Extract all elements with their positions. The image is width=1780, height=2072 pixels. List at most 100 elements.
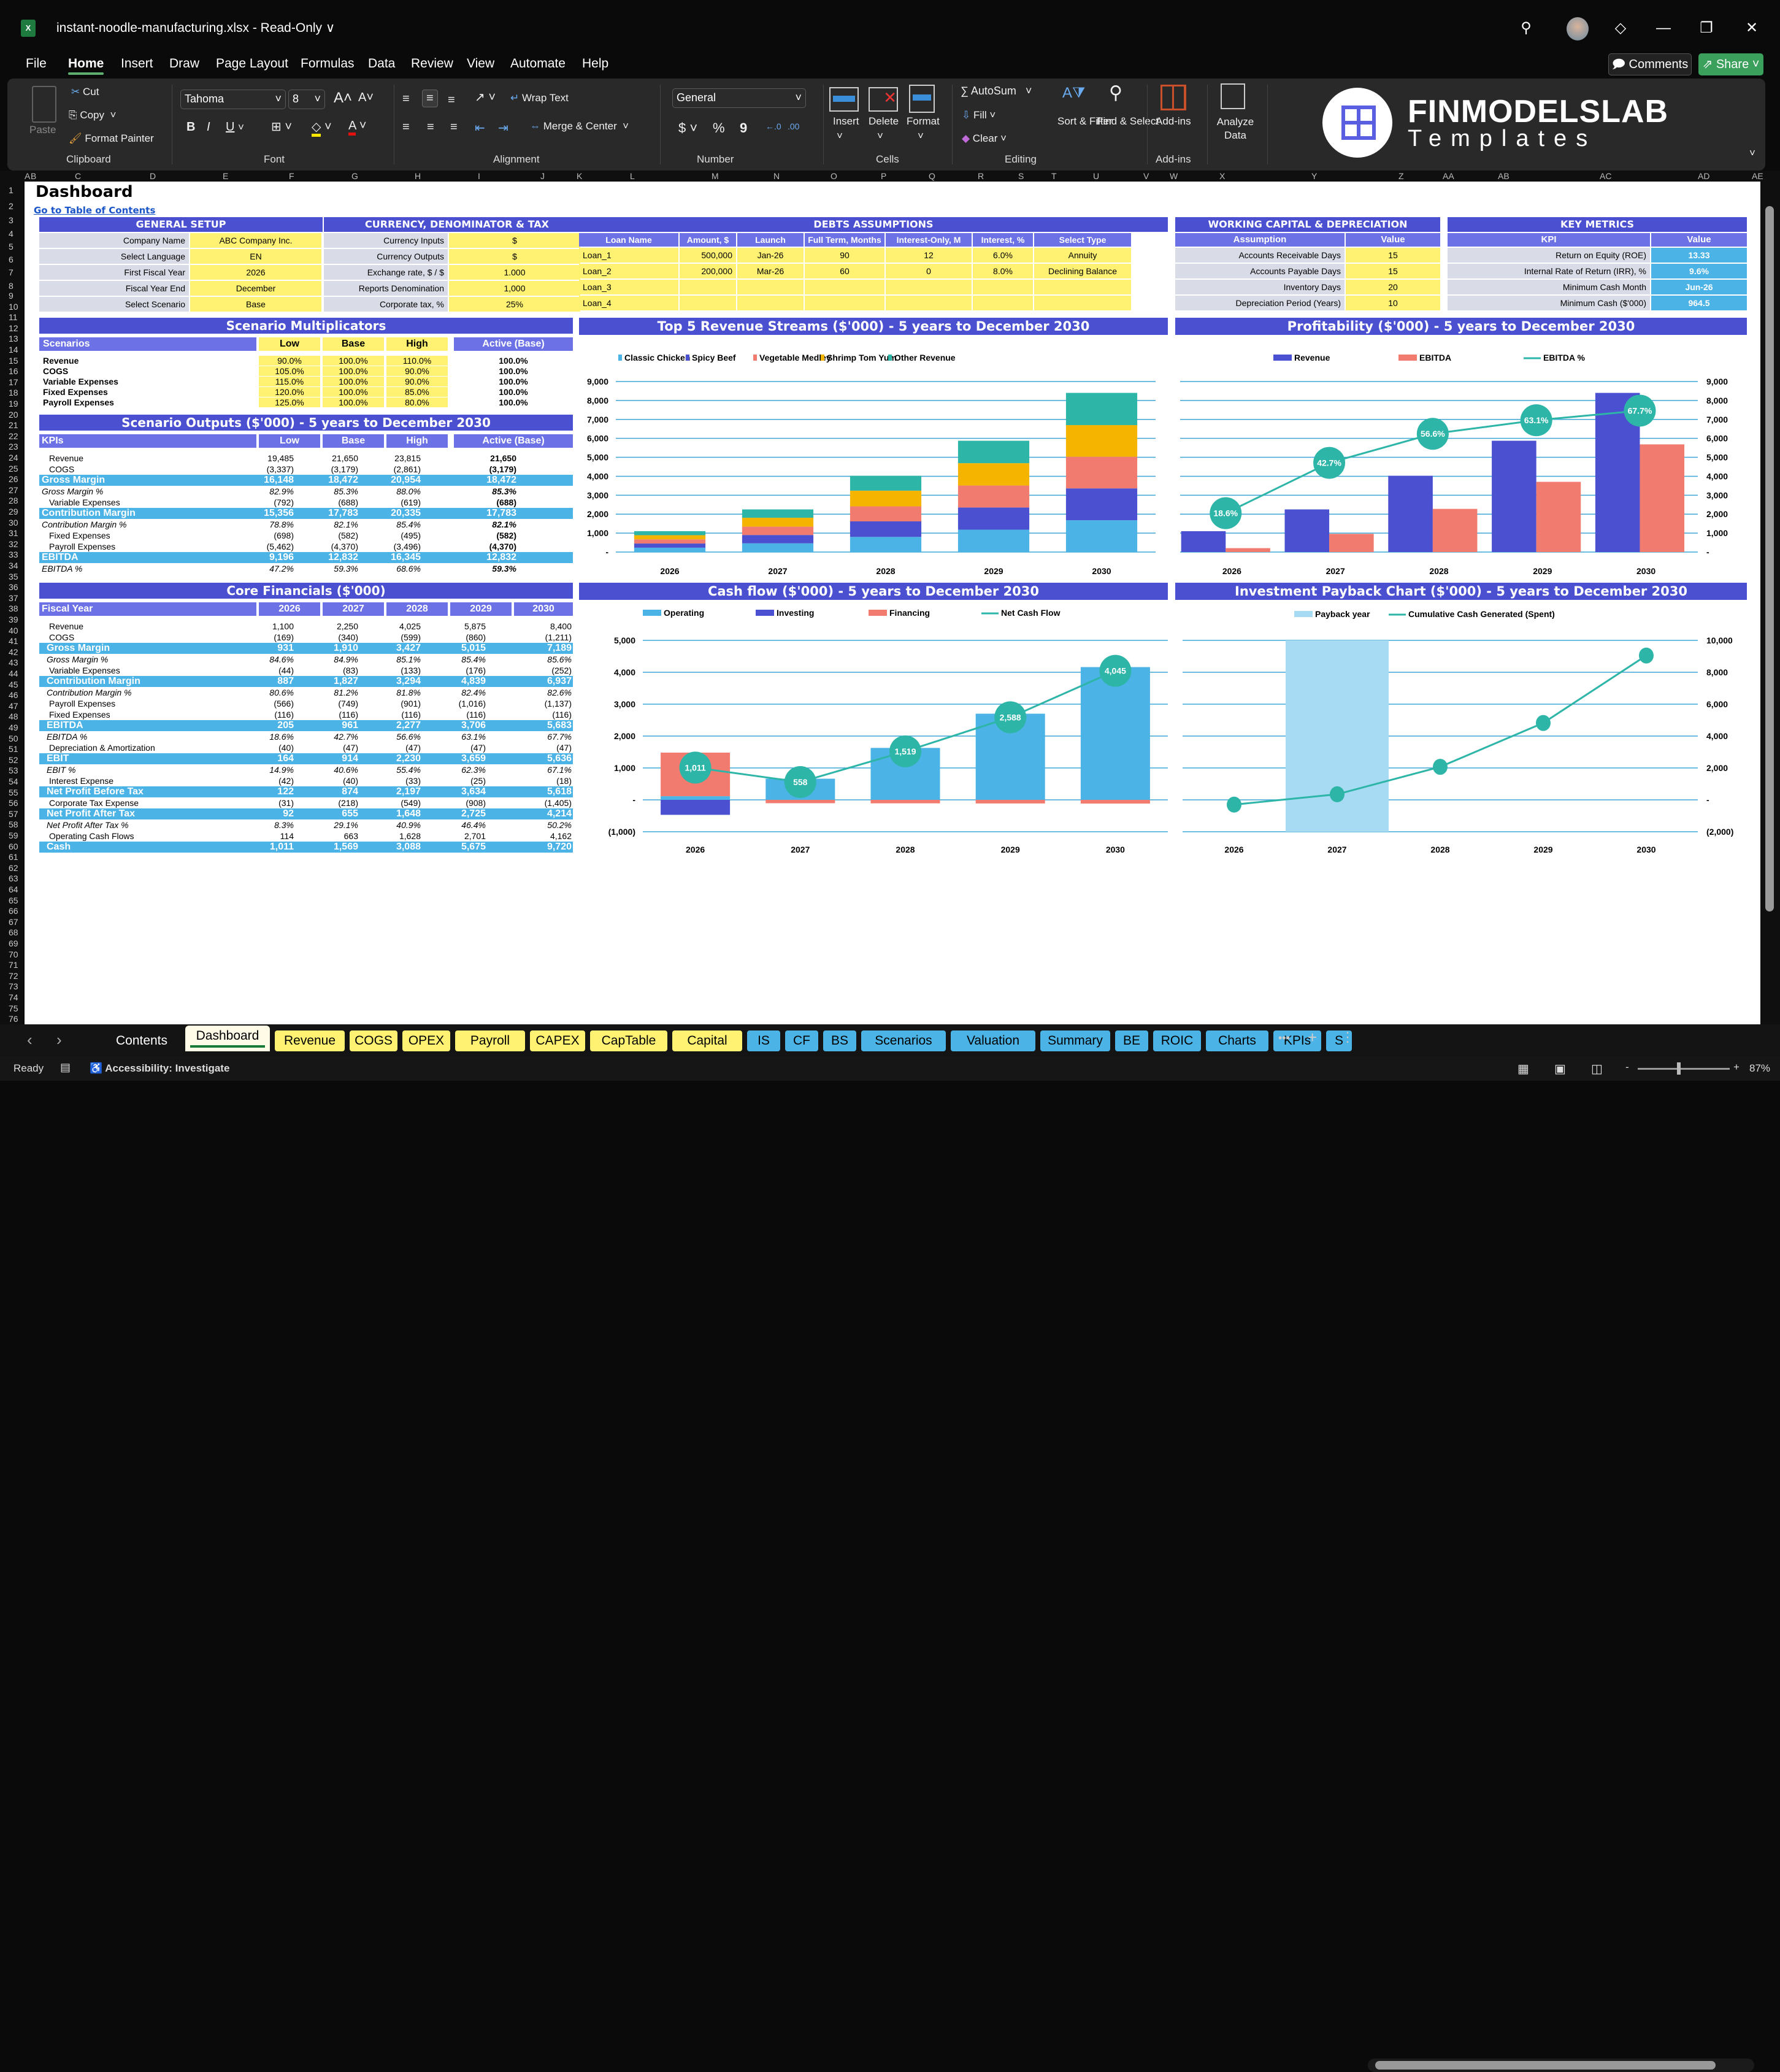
debt-cell[interactable]: [886, 296, 972, 310]
vertical-scroll-thumb[interactable]: [1765, 206, 1774, 911]
debt-cell[interactable]: [1034, 280, 1131, 294]
col-header-w[interactable]: W: [1170, 171, 1178, 181]
row-header-23[interactable]: 23: [9, 442, 18, 452]
decrease-font-icon[interactable]: A˅: [358, 91, 374, 104]
italic-button[interactable]: I: [207, 120, 210, 134]
cash-flow-chart[interactable]: Cash flow ($'000) - 5 years to December …: [579, 583, 1168, 871]
row-header-19[interactable]: 19: [9, 399, 18, 409]
toc-link[interactable]: Go to Table of Contents: [34, 205, 156, 216]
debt-cell[interactable]: [1034, 296, 1131, 310]
page-break-view-icon[interactable]: ◫: [1591, 1062, 1603, 1076]
find-select-button[interactable]: Find & Select: [1097, 115, 1159, 127]
debt-cell[interactable]: [805, 296, 884, 310]
scenario-multiplier[interactable]: 90.0%: [386, 377, 448, 386]
tab-is[interactable]: IS: [747, 1030, 780, 1051]
debt-cell[interactable]: 500,000: [680, 248, 736, 263]
premium-diamond-icon[interactable]: ◇: [1614, 20, 1627, 36]
debt-cell[interactable]: [805, 280, 884, 294]
row-header-6[interactable]: 6: [9, 255, 13, 264]
fill-button[interactable]: ⇩ Fill ˅: [962, 109, 996, 121]
row-header-35[interactable]: 35: [9, 571, 18, 581]
debt-cell[interactable]: [973, 280, 1033, 294]
clear-button[interactable]: ◆ Clear ˅: [962, 132, 1007, 144]
col-header-p[interactable]: P: [881, 171, 887, 181]
row-header-46[interactable]: 46: [9, 690, 18, 700]
cut-button[interactable]: ✂ Cut: [71, 86, 99, 98]
row-header-3[interactable]: 3: [9, 215, 13, 225]
tab-dashboard[interactable]: Dashboard: [185, 1026, 270, 1051]
field-value[interactable]: $: [449, 233, 580, 248]
field-value[interactable]: ABC Company Inc.: [190, 233, 321, 248]
row-header-13[interactable]: 13: [9, 334, 18, 344]
debt-cell[interactable]: 12: [886, 248, 972, 263]
tab-be[interactable]: BE: [1115, 1030, 1148, 1051]
chevron-down-icon[interactable]: ˅: [918, 130, 924, 142]
tab-opex[interactable]: OPEX: [402, 1030, 450, 1051]
scenario-multiplier[interactable]: 100.0%: [323, 366, 384, 376]
align-top-icon[interactable]: ≡: [402, 92, 410, 106]
zoom-in-button[interactable]: +: [1733, 1061, 1740, 1073]
row-header-43[interactable]: 43: [9, 658, 18, 668]
debt-cell[interactable]: [680, 296, 736, 310]
row-header-16[interactable]: 16: [9, 366, 18, 377]
scenario-multiplier[interactable]: 115.0%: [259, 377, 320, 386]
row-header-10[interactable]: 10: [9, 301, 18, 312]
format-painter-button[interactable]: 🖌 Format Painter: [69, 132, 154, 144]
scenario-multiplier[interactable]: 90.0%: [386, 366, 448, 376]
menu-automate[interactable]: Automate: [510, 56, 566, 71]
debt-cell[interactable]: [973, 296, 1033, 310]
row-header-9[interactable]: 9: [9, 291, 13, 301]
scenario-multiplier[interactable]: 100.0%: [323, 356, 384, 366]
row-header-47[interactable]: 47: [9, 700, 18, 711]
row-header-14[interactable]: 14: [9, 345, 18, 355]
row-header-42[interactable]: 42: [9, 647, 18, 657]
row-header-36[interactable]: 36: [9, 582, 18, 593]
debt-cell[interactable]: 8.0%: [973, 264, 1033, 278]
horizontal-scroll-thumb[interactable]: [1375, 2061, 1716, 2070]
zoom-level[interactable]: 87%: [1749, 1062, 1771, 1074]
row-header-41[interactable]: 41: [9, 636, 18, 647]
row-header-51[interactable]: 51: [9, 744, 18, 754]
chevron-down-icon[interactable]: ˅: [877, 130, 883, 142]
menu-file[interactable]: File: [26, 56, 47, 71]
col-header-ad[interactable]: AD: [1698, 171, 1710, 181]
row-header-1[interactable]: 1: [9, 185, 13, 195]
field-value[interactable]: 1,000: [449, 281, 580, 296]
menu-data[interactable]: Data: [368, 56, 396, 71]
field-value[interactable]: 15: [1346, 264, 1440, 278]
copy-button[interactable]: ⎘ Copy ˅: [69, 109, 117, 121]
tab-bs[interactable]: BS: [823, 1030, 856, 1051]
row-header-62[interactable]: 62: [9, 862, 18, 873]
row-header-17[interactable]: 17: [9, 377, 18, 387]
field-value[interactable]: 25%: [449, 297, 580, 312]
search-icon[interactable]: ⚲: [1521, 20, 1532, 36]
debt-cell[interactable]: [737, 296, 804, 310]
row-header-73[interactable]: 73: [9, 981, 18, 992]
number-format-select[interactable]: General ˅: [672, 88, 806, 108]
underline-button[interactable]: U: [226, 120, 235, 134]
paste-button[interactable]: Paste: [29, 124, 56, 136]
col-header-ae[interactable]: AE: [1752, 171, 1763, 181]
ribbon-collapse-chevron-icon[interactable]: ˅: [1749, 147, 1755, 159]
debt-cell[interactable]: Annuity: [1034, 248, 1131, 263]
debt-cell[interactable]: Jan-26: [737, 248, 804, 263]
percent-button[interactable]: %: [713, 120, 725, 136]
decrease-indent-icon[interactable]: ⇤: [475, 121, 485, 135]
tab-payroll[interactable]: Payroll: [455, 1030, 525, 1051]
col-header-q[interactable]: Q: [929, 171, 935, 181]
row-header-33[interactable]: 33: [9, 550, 18, 560]
scenario-multiplier[interactable]: 100.0%: [323, 397, 384, 407]
delete-cells-button[interactable]: Delete: [869, 115, 899, 127]
row-header-15[interactable]: 15: [9, 355, 18, 366]
find-icon[interactable]: ⚲: [1109, 83, 1122, 103]
accessibility-status[interactable]: ♿ Accessibility: Investigate: [90, 1062, 230, 1074]
tab-capital[interactable]: Capital: [672, 1030, 742, 1051]
menu-help[interactable]: Help: [582, 56, 609, 71]
scenario-multiplier[interactable]: 125.0%: [259, 397, 320, 407]
scenario-multiplier[interactable]: 100.0%: [323, 387, 384, 397]
col-header-ab[interactable]: AB: [1498, 171, 1510, 181]
row-header-24[interactable]: 24: [9, 453, 18, 462]
tab-scenarios[interactable]: Scenarios: [861, 1030, 946, 1051]
investment-payback-chart[interactable]: Investment Payback Chart ($'000) - 5 yea…: [1175, 583, 1747, 871]
page-layout-view-icon[interactable]: ▣: [1554, 1062, 1566, 1076]
